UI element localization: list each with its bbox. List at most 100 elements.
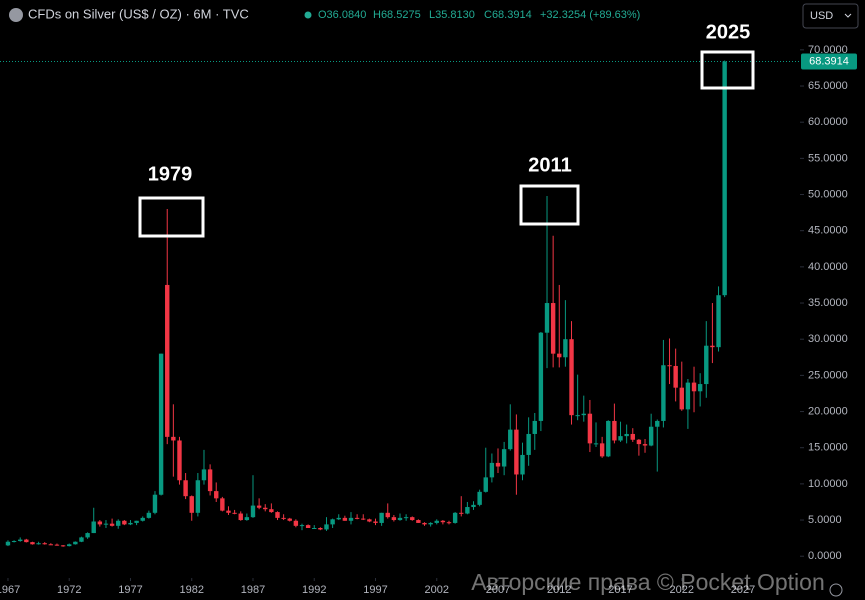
candle-body [489, 462, 495, 478]
candle-body [293, 520, 299, 526]
candle-body [36, 543, 41, 545]
candle-body [416, 520, 421, 523]
candle-body [128, 522, 133, 525]
candle-body [514, 429, 519, 475]
candle-body [385, 512, 390, 518]
candle-body [440, 520, 446, 523]
candle-body [30, 542, 35, 545]
candle-body [11, 541, 17, 543]
candle-body [158, 353, 164, 495]
candle-body [495, 462, 501, 467]
candle-body [373, 521, 378, 523]
status-dot [304, 11, 312, 19]
ohlc-high: H68.5275 [373, 9, 421, 21]
candle-body [312, 528, 317, 530]
plot: 0.0000 5.0000 10.0000 15.0000 20.0000 25.0000… [0, 44, 848, 596]
candle-body [232, 512, 237, 514]
candle-body [520, 454, 525, 475]
candle-body [587, 413, 593, 444]
candle-body [722, 61, 727, 296]
candle-body [477, 491, 482, 505]
candle-body [397, 517, 403, 521]
settings-icon[interactable] [829, 583, 843, 597]
x-tick-label: 2007 [486, 584, 510, 596]
candle-body [655, 420, 660, 427]
y-tick-label: 45.0000 [808, 225, 848, 237]
last-price-tag [801, 53, 857, 70]
candle-body [189, 496, 194, 513]
candle-body [636, 439, 642, 445]
candle-body [403, 517, 409, 519]
candle-body [697, 384, 703, 392]
candle-body [465, 507, 470, 514]
candle-body [624, 433, 629, 437]
candle-body [165, 284, 170, 437]
currency-label[interactable]: USD [810, 10, 833, 22]
x-tick-label: 1982 [179, 584, 203, 596]
candle-body [593, 443, 599, 445]
ohlc-change: +32.3254 (+89.63%) [540, 9, 640, 21]
annotation-label: 2011 [528, 154, 571, 176]
watermark: Авторские права © Pocket Option [471, 569, 825, 595]
candle-body [299, 525, 305, 527]
y-tick-label: 35.0000 [808, 297, 848, 309]
candle-body [581, 413, 586, 416]
candle-body [109, 523, 115, 526]
y-tick-label: 25.0000 [808, 369, 848, 381]
candle-body [171, 436, 176, 441]
candle-body [661, 365, 666, 421]
x-tick-label: 2002 [425, 584, 449, 596]
x-tick-label: 1997 [363, 584, 387, 596]
currency-dropdown[interactable] [802, 3, 859, 29]
candle-body [630, 433, 635, 440]
candle-body [281, 517, 286, 519]
candle-body [538, 332, 544, 421]
y-tick-label: 55.0000 [808, 152, 848, 164]
candle-body [91, 521, 96, 534]
candle-body [673, 365, 678, 388]
candle-body [54, 544, 60, 546]
x-tick-label: 1972 [57, 584, 81, 596]
candle-body [679, 387, 684, 410]
y-tick-label: 0.0000 [808, 550, 842, 562]
candle-body [563, 339, 568, 358]
candle-body [214, 491, 219, 499]
chart-title: CFDs on Silver (US$ / OZ) · 6M · TVC [28, 6, 249, 21]
y-tick-label: 30.0000 [808, 333, 848, 345]
candle-body [85, 533, 90, 538]
candle-body [691, 382, 697, 392]
x-tick-label: 2017 [608, 584, 632, 596]
candle-body [152, 494, 158, 513]
candle-body [544, 303, 550, 333]
candle-body [434, 520, 439, 523]
candle-body [305, 525, 311, 529]
candle-body [532, 420, 537, 434]
candle-body [42, 543, 47, 545]
candle-body [263, 507, 268, 510]
x-tick-label: 2012 [547, 584, 571, 596]
candle-body [361, 518, 366, 520]
candle-body [459, 512, 464, 514]
candle-body [379, 512, 384, 523]
y-tick-label: 50.0000 [808, 188, 848, 200]
candle-body [354, 517, 360, 519]
candle-body [330, 519, 335, 525]
candle-body [48, 544, 54, 546]
candle-body [5, 541, 11, 546]
candle-body [250, 505, 256, 518]
candle-body [318, 528, 323, 530]
symbol-icon [9, 8, 23, 22]
candle-body [73, 541, 78, 545]
candle-body [618, 436, 623, 441]
candle-body [287, 518, 292, 521]
candle-body [710, 345, 715, 348]
candle-body [391, 517, 397, 521]
candle-body [508, 429, 513, 450]
candle-body [606, 420, 611, 457]
candle-body [612, 420, 617, 441]
candle-body [201, 469, 207, 481]
candle-body [183, 480, 188, 497]
